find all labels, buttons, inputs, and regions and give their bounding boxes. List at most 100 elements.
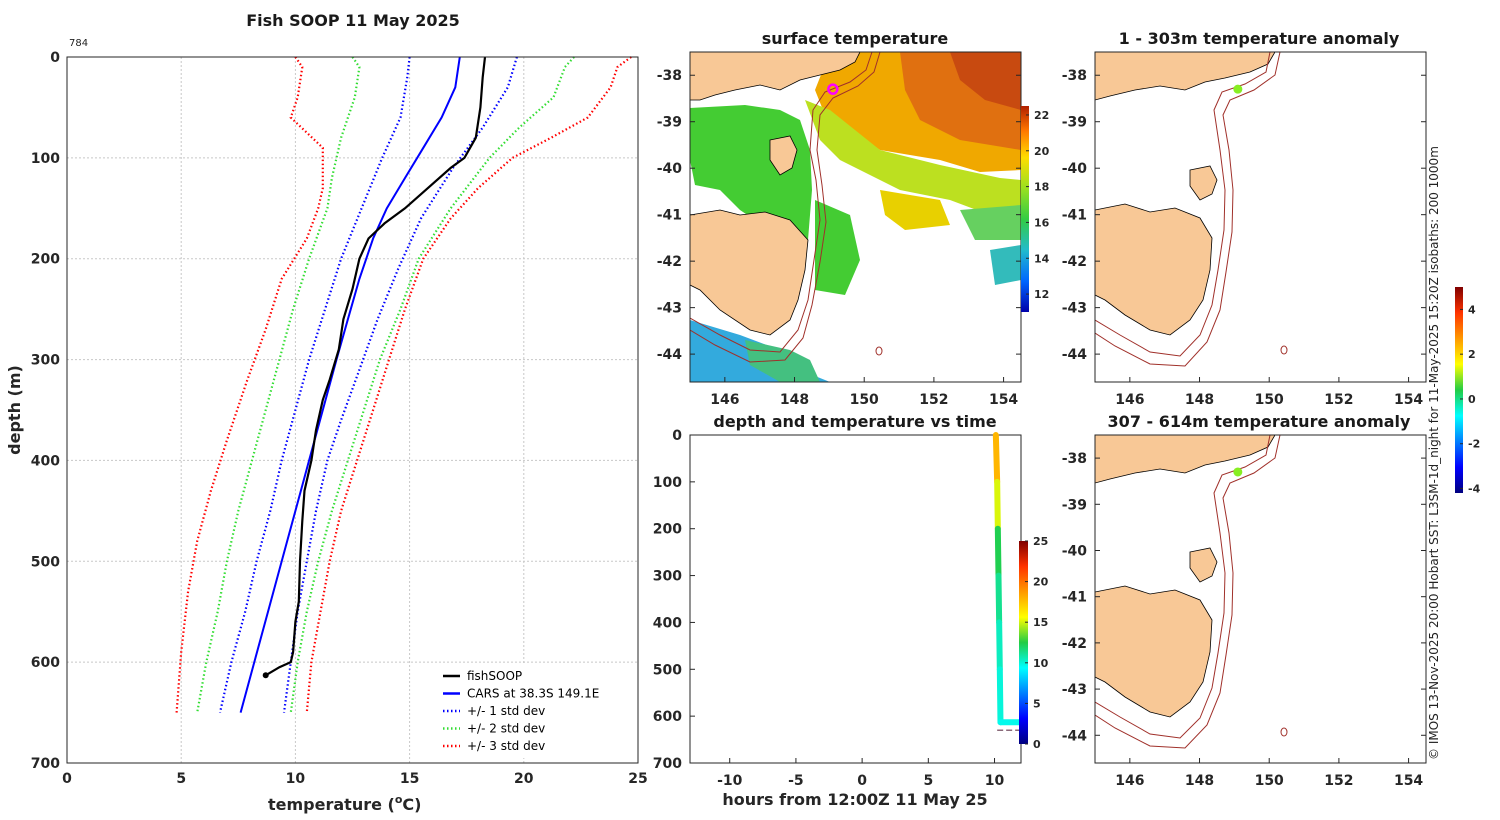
profile-xtick: 25 xyxy=(628,771,647,787)
anomaly-map-top-panel: 1 - 303m temperature anomaly 146 148 150 15… xyxy=(1062,29,1427,408)
fishsoop-line xyxy=(265,56,487,677)
sst-colorbar-tick: 16 xyxy=(1034,216,1050,229)
profile-series xyxy=(175,56,632,713)
legend-box xyxy=(438,664,634,758)
profile-corner-number: 784 xyxy=(69,38,88,49)
std3-high-line xyxy=(305,56,632,713)
anomaly-bottom-map-area xyxy=(1095,435,1288,749)
map-ytick: -41 xyxy=(1062,590,1087,606)
time-ytick: 200 xyxy=(653,522,682,538)
anomaly-colorbar-group: -4 -2 0 2 4 xyxy=(1455,287,1481,496)
sst-station-marker xyxy=(827,83,839,95)
std2-high-line xyxy=(289,56,575,713)
sst-cyan-patch xyxy=(990,245,1021,285)
profile-panel: Fish SOOP 11 May 2025 784 0 5 10 15 20 25 0 100… xyxy=(5,11,648,814)
profile-axes-box xyxy=(66,56,639,764)
sst-hottest-patch xyxy=(950,52,1021,110)
std3-low-line xyxy=(175,56,324,713)
time-axes-box xyxy=(689,434,1022,764)
time-panel-title: depth and temperature vs time xyxy=(713,412,996,431)
profile-xlabel: temperature (oC) xyxy=(268,793,421,814)
profile-ytick: 0 xyxy=(50,50,60,66)
time-colorbar-tick: 20 xyxy=(1033,576,1049,589)
time-colorbar-ticks: 0 5 10 15 20 25 xyxy=(1025,535,1049,751)
anomaly-bottom-tick-labels: 146 148 150 152 154 -38 -39 -40 -41 -42 -43 -44 xyxy=(1062,451,1426,789)
legend-entry: +/- 3 std dev xyxy=(467,739,545,753)
anomaly-colorbar xyxy=(1455,287,1463,493)
isobath-1000m xyxy=(690,52,881,363)
profile-xtick: 5 xyxy=(176,771,186,787)
tasmania xyxy=(1095,585,1213,718)
sst-colorbar-tick: 20 xyxy=(1034,145,1050,158)
sst-yellow-patch xyxy=(880,190,950,230)
map-xtick: 146 xyxy=(710,392,739,408)
time-track xyxy=(992,432,1025,731)
map-ytick: -39 xyxy=(657,115,682,131)
anomaly-colorbar-tick: 0 xyxy=(1468,393,1476,406)
sst-map-panel: surface temperature 146 148 150 152 15 xyxy=(657,29,1050,408)
time-ytick: 0 xyxy=(672,428,682,444)
map-ytick: -42 xyxy=(1062,254,1087,270)
sst-map-title: surface temperature xyxy=(762,29,949,48)
profile-xtick: 15 xyxy=(400,771,419,787)
time-ytick: 300 xyxy=(653,569,682,585)
legend-entry: fishSOOP xyxy=(467,669,522,683)
map-xtick: 154 xyxy=(989,392,1018,408)
anomaly-bottom-axes-box xyxy=(1094,434,1427,764)
map-xtick: 146 xyxy=(1115,392,1144,408)
isobath-200m xyxy=(690,52,873,353)
profile-ytick: 700 xyxy=(31,756,60,772)
time-track-segment xyxy=(996,666,1004,726)
map-ytick: -43 xyxy=(1062,301,1087,317)
sst-colorbar-tick: 12 xyxy=(1034,288,1049,301)
isobath-1000m xyxy=(1095,435,1281,749)
profile-gridlines xyxy=(66,56,639,764)
fishsoop-end-marker xyxy=(262,672,269,679)
map-ytick: -42 xyxy=(1062,636,1087,652)
tasmania xyxy=(1095,203,1213,336)
map-ytick: -40 xyxy=(1062,161,1088,177)
time-panel: depth and temperature vs time -10 -5 0 5 100… xyxy=(653,412,1049,809)
sst-colorbar-tick: 22 xyxy=(1034,109,1049,122)
credit-text: © IMOS 13-Nov-2025 20:00 Hobart SST: L3S… xyxy=(1427,146,1441,760)
seamount-isobath xyxy=(1280,345,1288,355)
legend-entry: CARS at 38.3S 149.1E xyxy=(467,687,599,701)
map-ytick: -41 xyxy=(657,208,682,224)
cars-line xyxy=(239,56,461,713)
map-xtick: 150 xyxy=(1255,392,1284,408)
std1-low-line xyxy=(218,56,411,713)
sst-map-area xyxy=(690,52,1021,382)
profile-ytick: 300 xyxy=(31,353,60,369)
profile-xtick: 0 xyxy=(62,771,72,787)
map-xtick: 154 xyxy=(1394,773,1423,789)
time-track-segment xyxy=(994,525,1002,579)
time-xtick: -10 xyxy=(717,773,743,789)
time-xlabel: hours from 12:00Z 11 May 25 xyxy=(722,790,987,809)
sst-colorbar xyxy=(1021,106,1029,312)
sst-colorbar-ticks: 12 14 16 18 20 22 xyxy=(1026,109,1050,301)
time-xtick: 0 xyxy=(857,773,867,789)
mainland-australia xyxy=(1095,435,1276,484)
anomaly-bottom-title: 307 - 614m temperature anomaly xyxy=(1108,412,1411,431)
time-xtick: 10 xyxy=(985,773,1005,789)
time-xtick: 5 xyxy=(923,773,933,789)
time-ytick: 400 xyxy=(653,615,682,631)
time-ytick: 700 xyxy=(653,756,682,772)
map-ytick: -42 xyxy=(657,254,682,270)
anomaly-top-station-marker xyxy=(1233,84,1243,94)
isobath-1000m xyxy=(1095,52,1281,367)
map-xtick: 152 xyxy=(1324,392,1353,408)
map-xtick: 148 xyxy=(780,392,809,408)
profile-xtick: 10 xyxy=(286,771,306,787)
sst-green-patch-east xyxy=(815,200,860,295)
profile-legend: fishSOOP CARS at 38.3S 149.1E +/- 1 std de… xyxy=(438,664,634,758)
profile-ytick: 500 xyxy=(31,554,60,570)
map-xtick: 146 xyxy=(1115,773,1144,789)
map-xtick: 148 xyxy=(1185,392,1214,408)
map-ytick: -40 xyxy=(1062,543,1088,559)
sst-colorbar-tick: 14 xyxy=(1034,252,1050,265)
sst-green-patch-far xyxy=(960,205,1021,240)
time-track-segment xyxy=(994,478,1001,532)
anomaly-colorbar-tick: 4 xyxy=(1468,303,1476,316)
